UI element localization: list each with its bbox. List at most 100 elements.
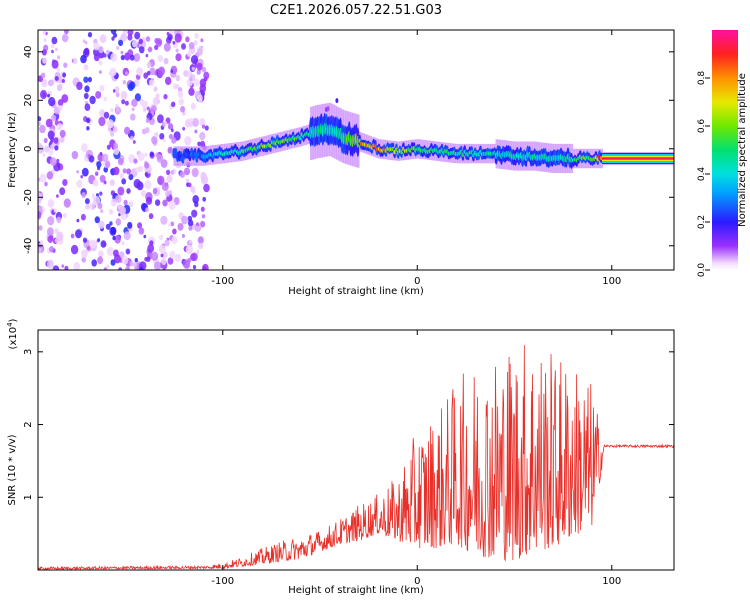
y-tick-label: 20 — [23, 94, 34, 107]
noise-speckle — [170, 128, 174, 133]
noise-speckle — [110, 131, 114, 137]
noise-speckle — [110, 52, 118, 62]
noise-speckle — [197, 94, 203, 102]
noise-speckle — [204, 125, 209, 131]
noise-speckle — [59, 129, 66, 138]
noise-speckle — [137, 152, 145, 162]
noise-speckle — [128, 174, 134, 181]
y-tick-label: 3 — [23, 349, 34, 355]
noise-speckle — [86, 117, 91, 124]
noise-speckle — [143, 107, 147, 112]
noise-speckle — [97, 256, 104, 265]
noise-speckle — [84, 103, 91, 111]
noise-speckle — [63, 62, 68, 68]
noise-speckle — [103, 180, 107, 185]
noise-speckle — [49, 157, 57, 166]
noise-speckle — [112, 235, 116, 241]
spectrogram-frame — [37, 29, 675, 271]
noise-speckle — [126, 188, 131, 194]
noise-speckle — [162, 138, 166, 143]
tone-band — [602, 163, 674, 165]
noise-speckle — [121, 99, 126, 105]
noise-speckle — [146, 61, 152, 69]
noise-speckle — [191, 252, 198, 262]
noise-speckle — [56, 194, 59, 198]
noise-speckle — [92, 196, 101, 206]
noise-speckle — [144, 162, 150, 169]
noise-speckle — [81, 143, 88, 153]
noise-speckle — [186, 178, 190, 183]
noise-speckle — [81, 167, 89, 177]
noise-speckle — [118, 205, 126, 216]
noise-speckle — [192, 195, 199, 204]
noise-speckle — [56, 158, 60, 163]
noise-speckle — [120, 50, 124, 55]
noise-speckle — [160, 253, 164, 258]
noise-speckle — [115, 91, 120, 98]
spectrogram-ticks: -100 0 100 -40 -20 0 20 40 — [23, 30, 674, 287]
noise-speckle — [46, 171, 54, 180]
noise-speckle — [118, 39, 124, 47]
noise-speckle — [136, 67, 144, 76]
noise-speckle — [201, 124, 206, 129]
noise-speckle — [119, 173, 125, 179]
noise-speckle — [105, 223, 111, 230]
noise-speckle — [56, 231, 64, 241]
tone-band — [602, 152, 674, 154]
noise-speckle — [71, 150, 79, 160]
ridge-peak — [599, 156, 603, 161]
noise-speckle — [149, 67, 156, 76]
noise-speckle — [99, 84, 105, 92]
noise-speckle — [152, 188, 158, 194]
noise-speckle — [157, 114, 164, 124]
noise-speckle — [113, 142, 119, 150]
noise-speckle — [126, 168, 132, 175]
noise-speckle — [38, 225, 43, 231]
noise-speckle — [125, 213, 129, 218]
noise-speckle — [99, 174, 106, 183]
noise-speckle — [196, 249, 200, 254]
noise-speckle — [122, 168, 127, 174]
noise-speckle — [47, 93, 50, 98]
noise-speckle — [184, 167, 190, 176]
noise-speckle — [191, 209, 198, 218]
noise-speckle — [168, 200, 176, 210]
y-tick-label: -20 — [23, 189, 34, 205]
noise-speckle — [190, 186, 196, 193]
noise-speckle — [72, 57, 78, 65]
noise-speckle — [50, 144, 55, 150]
noise-speckle — [155, 93, 160, 99]
noise-speckle — [47, 235, 54, 243]
noise-speckle — [131, 98, 138, 107]
noise-speckle — [38, 116, 42, 122]
noise-speckle — [187, 219, 194, 227]
noise-speckle — [199, 118, 206, 126]
spectrogram-ylabel: Frequency (Hz) — [7, 112, 18, 188]
noise-speckle — [190, 55, 199, 65]
snr-xlabel: Height of straight line (km) — [288, 585, 424, 596]
noise-speckle — [193, 40, 198, 46]
colorbar-tick-label: 0.2 — [697, 215, 707, 229]
noise-speckle — [103, 53, 107, 58]
noise-speckle — [87, 153, 91, 158]
noise-speckle — [44, 181, 48, 187]
noise-speckle — [127, 221, 133, 229]
noise-speckle — [51, 59, 59, 69]
noise-speckle — [120, 54, 125, 61]
noise-speckle — [133, 53, 141, 62]
noise-speckle — [42, 153, 46, 157]
noise-speckle — [97, 153, 104, 162]
noise-speckle — [83, 64, 89, 71]
noise-speckle — [194, 32, 199, 39]
noise-speckle — [200, 175, 209, 185]
colorbar-tick-label: 0.0 — [697, 263, 707, 278]
noise-speckle — [168, 223, 172, 228]
noise-speckle — [97, 202, 103, 210]
noise-speckle — [81, 249, 88, 258]
noise-speckle — [61, 33, 69, 43]
noise-speckle — [148, 79, 155, 87]
noise-speckle — [188, 87, 195, 96]
noise-speckle — [103, 166, 108, 173]
x-tick-label: -100 — [211, 576, 234, 587]
noise-speckle — [164, 121, 168, 126]
